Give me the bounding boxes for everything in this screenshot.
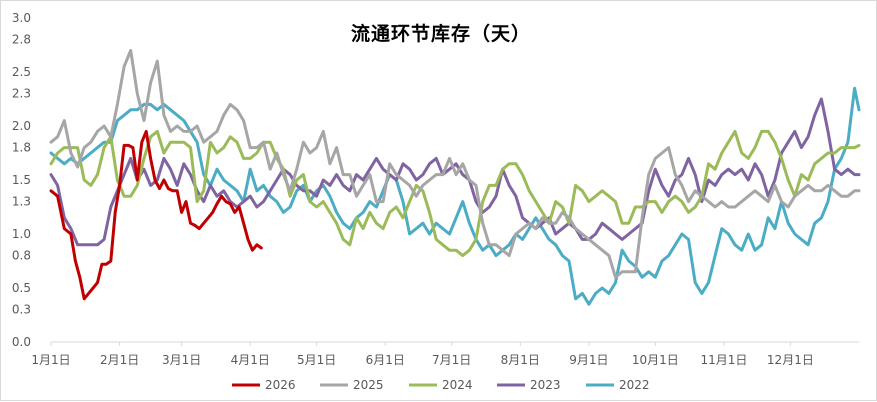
y-tick-label: 3.0 xyxy=(12,11,31,25)
series-line-2025 xyxy=(49,48,861,279)
legend: 2026 2025 2024 2023 2022 xyxy=(232,378,650,392)
series-lines xyxy=(49,48,861,306)
series-line-2022 xyxy=(49,86,861,306)
chart-title: 流通环节库存（天） xyxy=(351,22,531,45)
y-tick-label: 1.8 xyxy=(12,141,31,155)
y-tick-label: 2.0 xyxy=(12,119,31,133)
legend-label-2022: 2022 xyxy=(619,378,650,392)
legend-label-2024: 2024 xyxy=(442,378,473,392)
y-tick-label: 1.5 xyxy=(12,173,31,187)
y-tick-label: 0.3 xyxy=(12,303,31,317)
y-tick-label: 0.5 xyxy=(12,281,31,295)
x-tick-label: 11月1日 xyxy=(701,353,748,367)
x-tick-label: 8月1日 xyxy=(501,353,540,367)
y-tick-label: 1.0 xyxy=(12,227,31,241)
series-line-2023 xyxy=(49,97,861,247)
y-axis-ticks: 0.0 0.3 0.5 0.8 1.0 1.3 1.5 1.8 2.0 2.3 2.5 2.8 3.0 xyxy=(12,11,31,349)
x-tick-label: 4月1日 xyxy=(231,353,270,367)
y-tick-label: 2.5 xyxy=(12,65,31,79)
y-tick-label: 2.3 xyxy=(12,87,31,101)
x-tick-label: 5月1日 xyxy=(297,353,336,367)
y-tick-label: 1.3 xyxy=(12,195,31,209)
x-tick-label: 12月1日 xyxy=(767,353,814,367)
y-tick-label: 2.8 xyxy=(12,33,31,47)
x-axis-ticks: 1月1日 2月1日 3月1日 4月1日 5月1日 6月1日 7月1日 8月1日 9月1日 10月1… xyxy=(31,342,814,367)
legend-label-2023: 2023 xyxy=(530,378,561,392)
legend-label-2026: 2026 xyxy=(265,378,296,392)
series-line-2024 xyxy=(49,129,861,258)
y-tick-label: 0.0 xyxy=(12,335,31,349)
legend-label-2025: 2025 xyxy=(353,378,384,392)
x-tick-label: 2月1日 xyxy=(100,353,139,367)
x-tick-label: 3月1日 xyxy=(162,353,201,367)
series-line-2026 xyxy=(49,129,263,301)
x-tick-label: 1月1日 xyxy=(31,353,70,367)
x-tick-label: 9月1日 xyxy=(569,353,608,367)
x-tick-label: 10月1日 xyxy=(632,353,679,367)
x-tick-label: 7月1日 xyxy=(432,353,471,367)
x-tick-label: 6月1日 xyxy=(366,353,405,367)
y-tick-label: 0.8 xyxy=(12,249,31,263)
